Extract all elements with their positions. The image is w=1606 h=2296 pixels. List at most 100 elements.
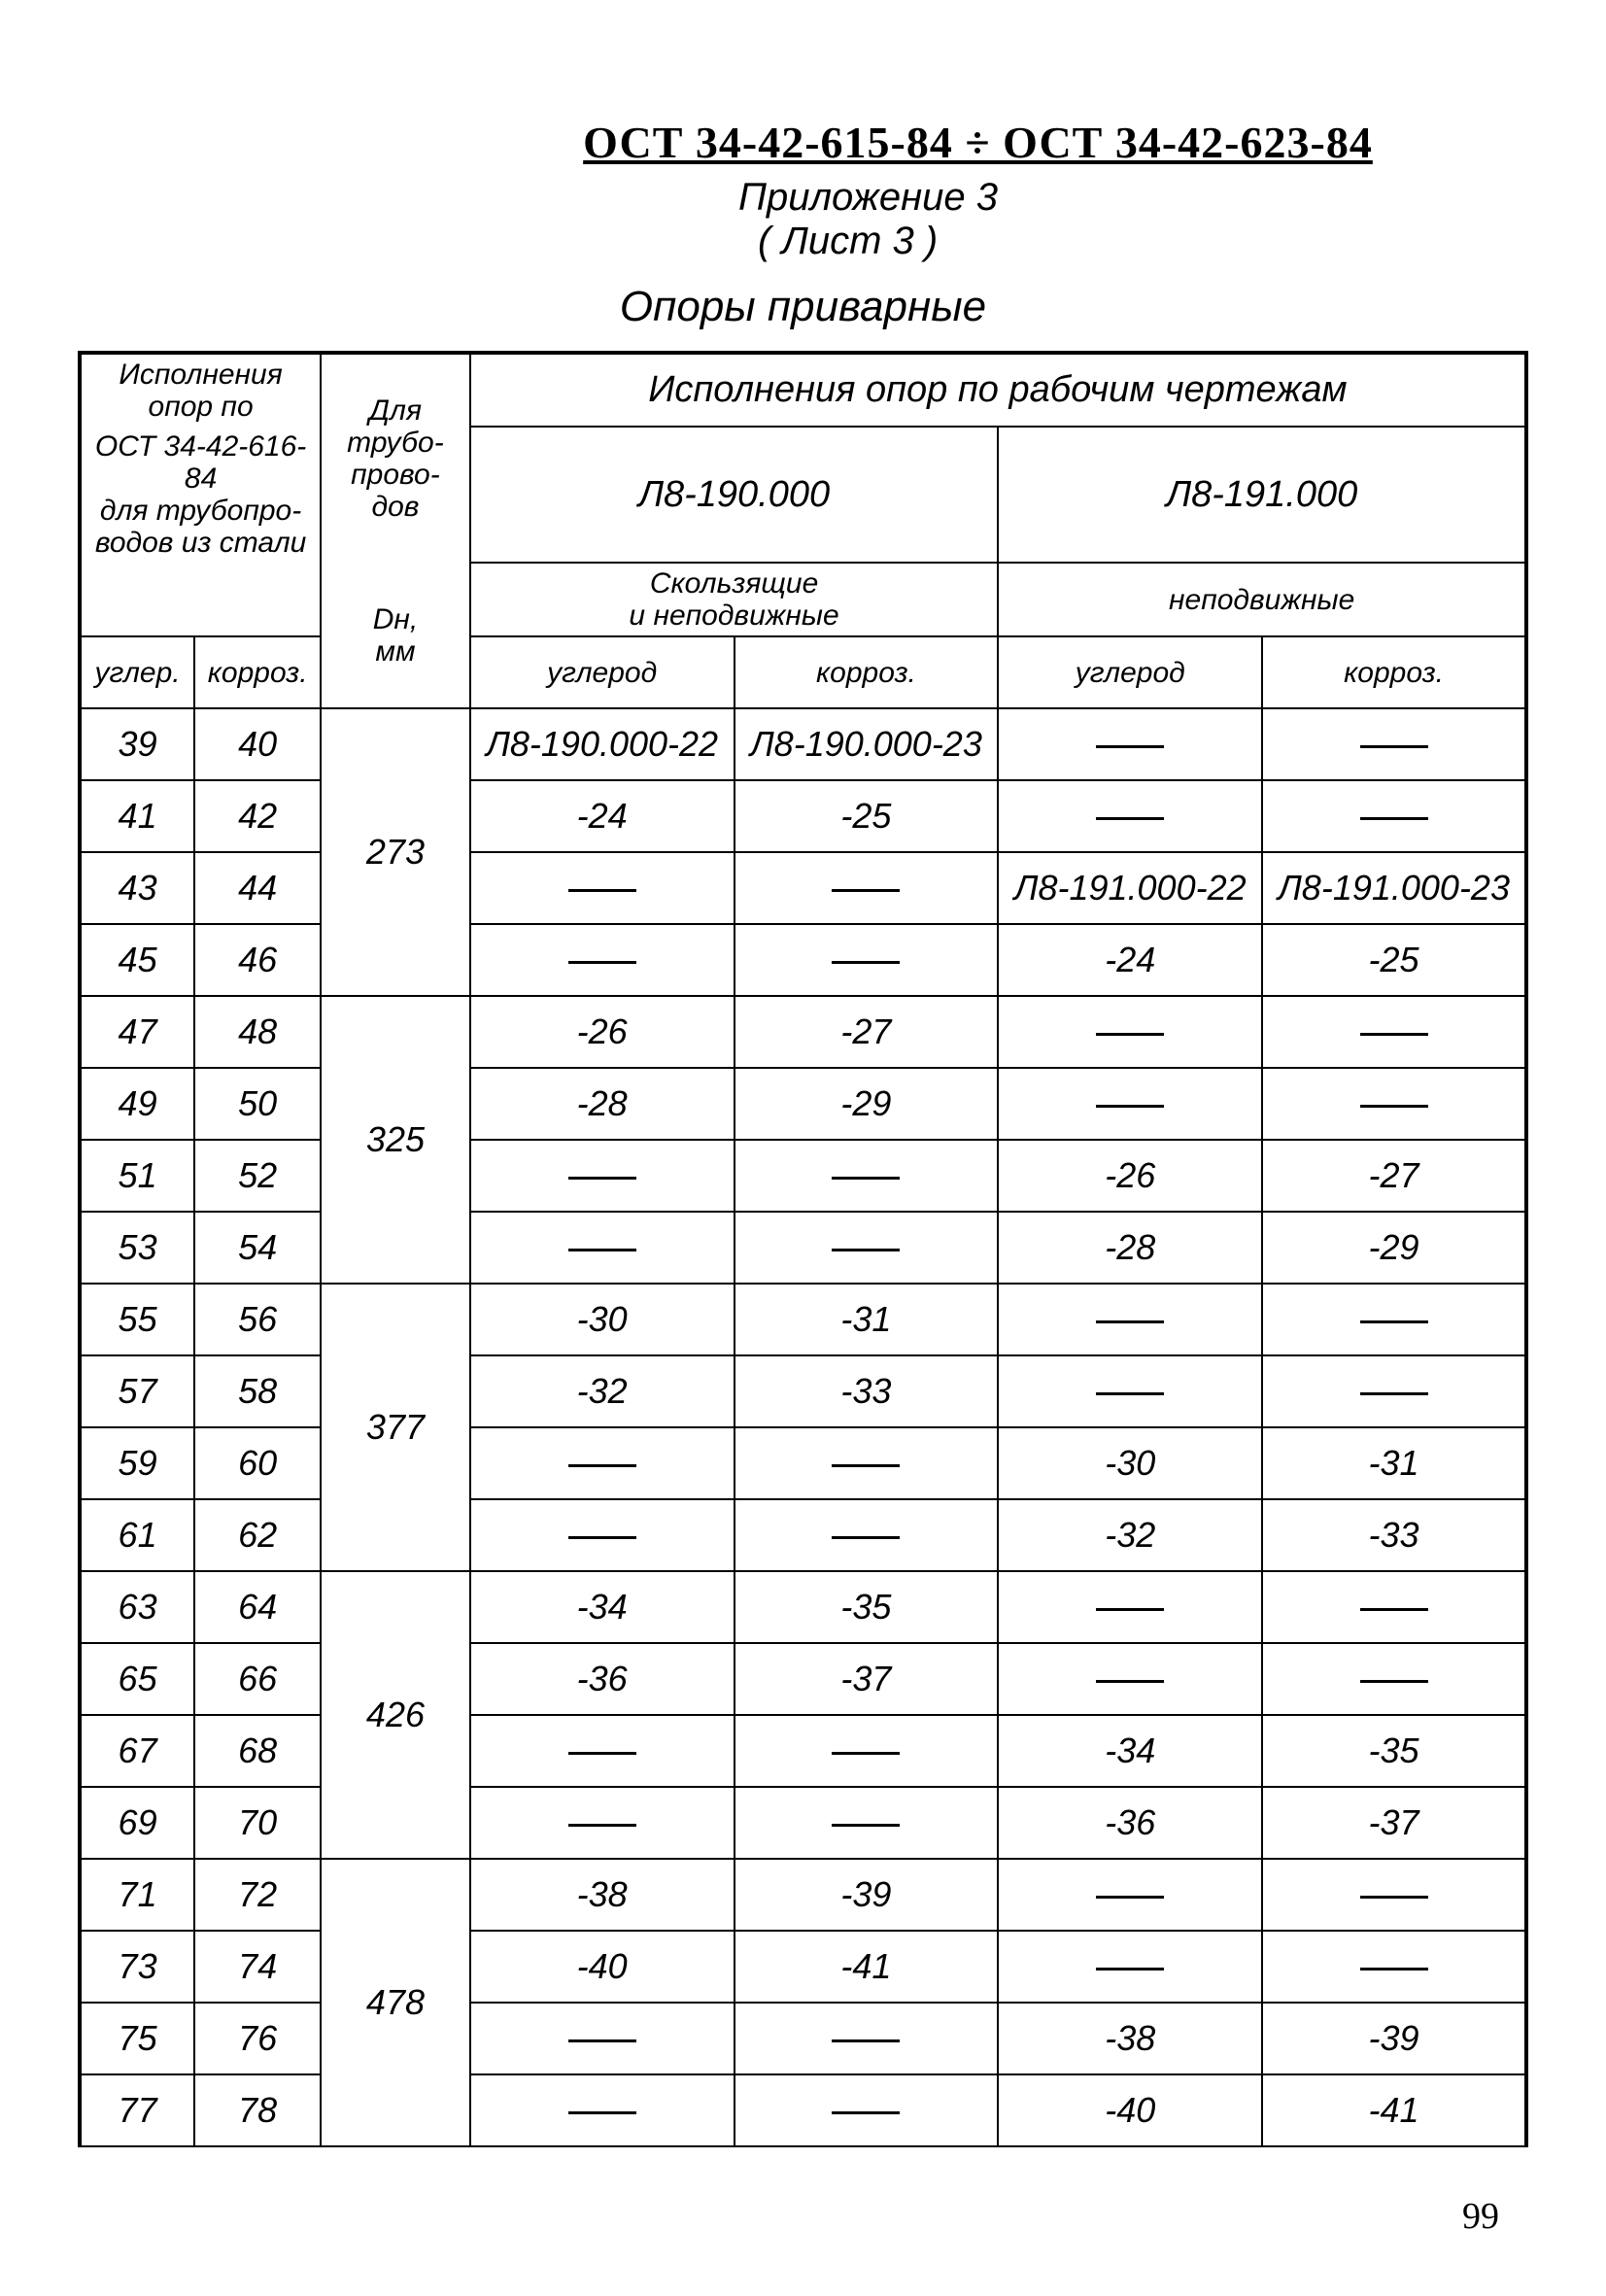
table-cell: [735, 1212, 999, 1284]
table-cell: -39: [735, 1859, 999, 1931]
hdr-draw1: Л8-190.000: [470, 427, 999, 563]
table-cell: [998, 780, 1262, 852]
table-cell: 74: [194, 1931, 321, 2003]
table-cell: -41: [1262, 2074, 1526, 2146]
table-cell: [1262, 1571, 1526, 1643]
dn-cell: 377: [321, 1284, 470, 1571]
table-row: 4142-24-25: [80, 780, 1526, 852]
table-cell: 47: [80, 996, 194, 1068]
table-cell: [470, 924, 735, 996]
table-cell: [735, 2003, 999, 2074]
table-cell: [1262, 1284, 1526, 1355]
table-row: 4546-24-25: [80, 924, 1526, 996]
table-cell: -27: [735, 996, 999, 1068]
page-number: 99: [1462, 2195, 1499, 2238]
table-cell: -37: [1262, 1787, 1526, 1859]
table-row: 5354-28-29: [80, 1212, 1526, 1284]
table-cell: 52: [194, 1140, 321, 1212]
table-cell: -26: [998, 1140, 1262, 1212]
table-cell: [470, 1427, 735, 1499]
table-cell: [1262, 780, 1526, 852]
table-cell: 62: [194, 1499, 321, 1571]
table-cell: [470, 1499, 735, 1571]
table-cell: -30: [470, 1284, 735, 1355]
table-cell: [1262, 1931, 1526, 2003]
table-row: 6566-36-37: [80, 1643, 1526, 1715]
dn-cell: 478: [321, 1859, 470, 2146]
table-cell: [998, 1643, 1262, 1715]
table-cell: 49: [80, 1068, 194, 1140]
table-cell: 71: [80, 1859, 194, 1931]
table-cell: [1262, 1068, 1526, 1140]
table-cell: 56: [194, 1284, 321, 1355]
table-cell: [735, 1787, 999, 1859]
table-cell: [470, 1787, 735, 1859]
table-cell: 76: [194, 2003, 321, 2074]
table-row: 5152 -26-27: [80, 1140, 1526, 1212]
table-cell: [470, 2003, 735, 2074]
hdr-col-b: корроз.: [194, 636, 321, 708]
table-row: 5556377-30-31: [80, 1284, 1526, 1355]
table-cell: 55: [80, 1284, 194, 1355]
supports-table: Исполнения опор по Для трубо- прово- дов…: [78, 351, 1528, 2147]
table-cell: -24: [470, 780, 735, 852]
table-cell: [735, 1499, 999, 1571]
page-title: Опоры приварные: [78, 283, 1528, 331]
table-row: 7172478-38-39: [80, 1859, 1526, 1931]
table-cell: [735, 1427, 999, 1499]
table-row: 5960-30-31: [80, 1427, 1526, 1499]
table-cell: 58: [194, 1355, 321, 1427]
table-cell: [735, 1140, 999, 1212]
table-cell: -29: [1262, 1212, 1526, 1284]
table-cell: 39: [80, 708, 194, 780]
sheet-label: ( Лист 3 ): [758, 220, 1528, 263]
table-cell: -35: [1262, 1715, 1526, 1787]
table-cell: Л8-191.000-22: [998, 852, 1262, 924]
table-cell: -36: [998, 1787, 1262, 1859]
table-cell: [735, 2074, 999, 2146]
hdr-col-e: углерод: [998, 636, 1262, 708]
table-cell: -28: [470, 1068, 735, 1140]
table-cell: 51: [80, 1140, 194, 1212]
table-cell: 78: [194, 2074, 321, 2146]
table-row: 6768-34-35: [80, 1715, 1526, 1787]
table-cell: [470, 1140, 735, 1212]
table-cell: 70: [194, 1787, 321, 1859]
table-cell: -27: [1262, 1140, 1526, 1212]
table-cell: -28: [998, 1212, 1262, 1284]
table-cell: -29: [735, 1068, 999, 1140]
table-cell: 63: [80, 1571, 194, 1643]
table-cell: [998, 708, 1262, 780]
table-cell: [1262, 708, 1526, 780]
appendix-label: Приложение 3: [738, 176, 1528, 220]
hdr-ost: ОСТ 34-42-616-84 для трубопро- водов из …: [80, 427, 321, 563]
table-cell: [1262, 1859, 1526, 1931]
header-block: ОСТ 34-42-615-84 ÷ ОСТ 34-42-623-84 Прил…: [427, 117, 1528, 263]
table-cell: -38: [998, 2003, 1262, 2074]
hdr-exec-by: Исполнения опор по: [80, 353, 321, 427]
hdr-dn-1: Для трубо- прово- дов: [321, 353, 470, 563]
table-cell: Л8-191.000-23: [1262, 852, 1526, 924]
table-cell: 65: [80, 1643, 194, 1715]
table-row: 5758-32-33: [80, 1355, 1526, 1427]
table-cell: -33: [735, 1355, 999, 1427]
table-cell: [1262, 1643, 1526, 1715]
table-cell: 50: [194, 1068, 321, 1140]
table-row: 4344Л8-191.000-22Л8-191.000-23: [80, 852, 1526, 924]
table-cell: -34: [470, 1571, 735, 1643]
hdr-exec-drawings: Исполнения опор по рабочим чертежам: [470, 353, 1526, 427]
table-cell: [470, 2074, 735, 2146]
table-cell: [998, 1284, 1262, 1355]
dn-cell: 273: [321, 708, 470, 996]
table-cell: 61: [80, 1499, 194, 1571]
table-cell: 73: [80, 1931, 194, 2003]
table-cell: [735, 1715, 999, 1787]
table-cell: 44: [194, 852, 321, 924]
table-row: 3940273Л8-190.000-22Л8-190.000-23: [80, 708, 1526, 780]
table-row: 7374-40-41: [80, 1931, 1526, 2003]
hdr-spacer: [80, 563, 321, 636]
hdr-dn-2: Dн, мм: [321, 563, 470, 708]
doc-number: ОСТ 34-42-615-84 ÷ ОСТ 34-42-623-84: [427, 117, 1528, 168]
table-cell: -32: [470, 1355, 735, 1427]
table-cell: -30: [998, 1427, 1262, 1499]
